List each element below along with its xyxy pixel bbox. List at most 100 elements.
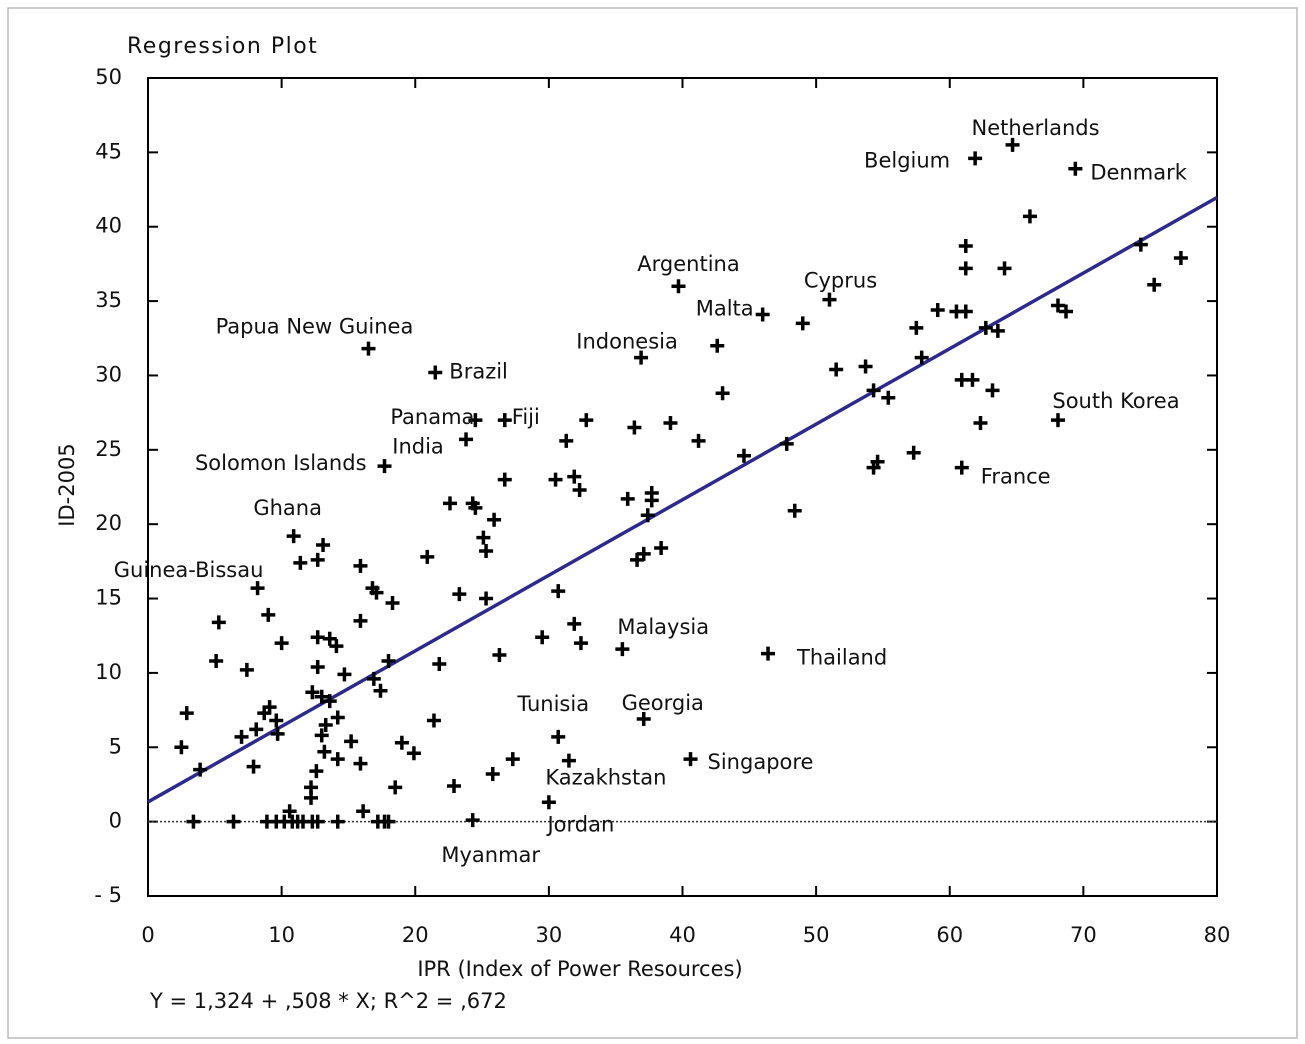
point xyxy=(487,512,502,527)
point xyxy=(420,549,435,564)
point xyxy=(211,615,226,630)
point xyxy=(356,804,371,819)
point xyxy=(353,613,368,628)
point xyxy=(330,710,345,725)
point xyxy=(559,433,574,448)
point xyxy=(179,706,194,721)
point xyxy=(337,667,352,682)
point xyxy=(479,543,494,558)
point xyxy=(1059,304,1073,319)
point-label: Ghana xyxy=(253,496,322,520)
point xyxy=(330,814,345,829)
point xyxy=(634,350,649,365)
point xyxy=(561,753,576,768)
point-label: Belgium xyxy=(864,148,950,172)
point xyxy=(442,496,457,511)
point xyxy=(406,746,421,761)
point xyxy=(286,529,301,544)
point-label: Thailand xyxy=(796,646,887,670)
point-label: Guinea-Bissau xyxy=(114,558,264,582)
point-label: South Korea xyxy=(1052,389,1179,413)
point xyxy=(535,630,550,645)
point xyxy=(997,261,1012,276)
point-label: Panama xyxy=(390,405,474,429)
point xyxy=(293,555,308,570)
point xyxy=(973,416,988,431)
point xyxy=(366,671,381,686)
point xyxy=(310,552,325,567)
point xyxy=(755,307,770,322)
point xyxy=(954,460,969,475)
point xyxy=(620,491,635,506)
point xyxy=(479,591,494,606)
point xyxy=(958,239,973,254)
point xyxy=(369,585,384,600)
point xyxy=(426,713,441,728)
point xyxy=(305,685,320,700)
point xyxy=(567,469,582,484)
point xyxy=(572,482,587,497)
point xyxy=(432,656,447,671)
point xyxy=(683,752,698,767)
point xyxy=(551,584,566,599)
point xyxy=(1173,250,1188,265)
point xyxy=(909,320,924,335)
x-tick-label: 20 xyxy=(402,923,429,947)
point-label: Denmark xyxy=(1090,161,1187,185)
point xyxy=(282,804,297,819)
point xyxy=(257,706,272,721)
point xyxy=(318,717,333,732)
point xyxy=(314,728,329,743)
point xyxy=(329,639,344,654)
y-tick-label: 10 xyxy=(95,660,122,684)
point xyxy=(270,726,285,741)
point xyxy=(497,413,512,428)
point xyxy=(551,729,566,744)
point-label: Kazakhstan xyxy=(545,766,666,790)
y-tick-label: 50 xyxy=(95,65,122,89)
point xyxy=(914,350,929,365)
point xyxy=(541,795,556,810)
point xyxy=(381,654,396,669)
point xyxy=(671,279,686,294)
point xyxy=(226,814,241,829)
x-tick-label: 50 xyxy=(803,923,830,947)
x-tick-label: 10 xyxy=(268,923,295,947)
point-label: France xyxy=(981,465,1051,489)
point xyxy=(261,607,276,622)
point-label: Brazil xyxy=(449,359,508,383)
point-label: Malaysia xyxy=(617,615,709,639)
point xyxy=(485,767,500,782)
point xyxy=(322,631,337,646)
point xyxy=(316,538,331,553)
point-label: Netherlands xyxy=(972,116,1100,140)
x-tick-label: 80 xyxy=(1204,923,1231,947)
point xyxy=(636,546,651,561)
point xyxy=(465,813,480,828)
point-label: Malta xyxy=(696,296,754,320)
point xyxy=(881,390,896,405)
point xyxy=(274,636,289,651)
point-label: Georgia xyxy=(622,691,704,715)
point xyxy=(579,413,594,428)
point xyxy=(373,683,388,698)
point xyxy=(866,383,881,398)
point xyxy=(388,780,403,795)
point xyxy=(234,729,249,744)
point xyxy=(1133,237,1148,252)
x-tick-label: 0 xyxy=(141,923,154,947)
x-tick-label: 60 xyxy=(936,923,963,947)
point xyxy=(761,646,776,661)
point xyxy=(968,151,983,166)
point xyxy=(447,778,462,793)
point xyxy=(353,756,368,771)
point xyxy=(858,359,873,374)
frame xyxy=(7,7,1298,1039)
point xyxy=(317,744,332,759)
point xyxy=(476,530,491,545)
x-axis-label: IPR (Index of Power Resources) xyxy=(417,957,742,981)
point-label: Solomon Islands xyxy=(195,451,367,475)
y-tick-label: 5 xyxy=(109,734,122,758)
point-label: Tunisia xyxy=(516,692,589,716)
point xyxy=(394,735,409,750)
